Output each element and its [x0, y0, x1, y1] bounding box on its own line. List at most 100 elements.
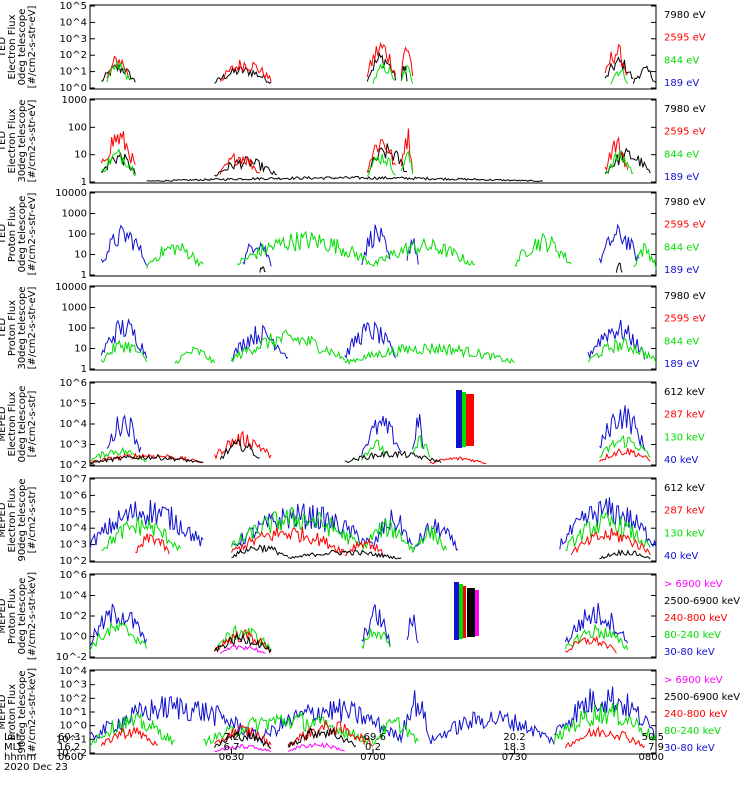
- legend-entry: 844 eV: [664, 242, 699, 253]
- legend-entry: > 6900 keV: [664, 579, 723, 590]
- y-tick-label: 1: [81, 270, 87, 281]
- series-trace: [100, 148, 634, 177]
- y-tick-label: 1000: [62, 95, 87, 106]
- legend-entry: 2595 eV: [664, 127, 706, 138]
- y-axis-label-line: Proton Flux: [7, 300, 18, 356]
- plot-frame: [89, 381, 657, 467]
- y-tick-label: 1: [81, 364, 87, 375]
- x-tick-lat: 60.3: [58, 732, 80, 743]
- y-axis-label-line: 0deg telescope: [17, 578, 28, 655]
- series-trace: [89, 602, 629, 647]
- saturation-bar: [454, 582, 459, 640]
- y-tick-label: 10^2: [60, 556, 87, 567]
- series-trace: [100, 223, 640, 267]
- y-axis-label: TEDProton Flux0deg telescope[#/cm2-s-str…: [0, 193, 38, 276]
- y-tick-label: 100: [68, 122, 87, 133]
- x-tick-hhmm: 0800: [639, 752, 664, 763]
- y-tick-label: 10^-2: [56, 748, 87, 759]
- y-tick-label: 10^2: [60, 611, 87, 622]
- panel-3: 1 10 100 1000 10000 TEDProton Flux0deg telesc…: [0, 188, 706, 281]
- y-axis-label: TEDProton Flux30deg telescope[#/cm2-s-st…: [0, 286, 38, 369]
- panel-7: 10^-2 10^0 10^2 10^4 10^6 MEPEDProton Flux0de…: [0, 570, 740, 663]
- legend-entry: 240-800 keV: [664, 613, 728, 624]
- legend-entry: 844 eV: [664, 149, 699, 160]
- legend-entry: 189 eV: [664, 359, 699, 370]
- y-axis-label-line: MEPED: [0, 694, 8, 729]
- saturation-bar: [463, 586, 466, 638]
- legend-entry: 189 eV: [664, 172, 699, 183]
- y-axis-label-line: 30deg telescope: [17, 286, 28, 369]
- saturation-bar: [475, 590, 479, 636]
- y-tick-label: 10^-1: [56, 734, 87, 745]
- legend-entry: 30-80 keV: [664, 743, 715, 754]
- saturation-bar: [466, 394, 474, 446]
- y-axis-label-line: MEPED: [0, 502, 8, 537]
- y-axis-label-line: [#/cm2-s-str-eV]: [27, 6, 38, 89]
- legend-entry: 287 keV: [664, 506, 705, 517]
- y-tick-label: 10^4: [60, 591, 87, 602]
- y-tick-label: 10^2: [60, 50, 87, 61]
- y-tick-label: 10^0: [60, 721, 87, 732]
- legend-entry: 2595 eV: [664, 220, 706, 231]
- y-tick-label: 10: [74, 150, 87, 161]
- x-tick-mlt: 16.2: [58, 742, 80, 753]
- series-trace: [101, 506, 651, 554]
- y-axis-label-line: [#/cm2-s-str]: [27, 486, 38, 553]
- legend-entry: 2500-6900 keV: [664, 596, 740, 607]
- y-tick-label: 10^5: [60, 1, 87, 12]
- y-axis-label-line: 90deg telescope: [17, 478, 28, 561]
- y-tick-label: 10^3: [60, 540, 87, 551]
- y-tick-label: 100: [68, 229, 87, 240]
- series-trace: [101, 52, 657, 84]
- series-trace: [89, 430, 651, 465]
- series-trace: [100, 317, 646, 362]
- series-trace: [89, 702, 657, 747]
- y-tick-label: 10^3: [60, 440, 87, 451]
- legend-entry: 80-240 keV: [664, 726, 721, 737]
- y-tick-label: 10^5: [60, 507, 87, 518]
- y-tick-label: 10000: [55, 188, 87, 199]
- y-axis-label-line: 0deg telescope: [17, 9, 28, 86]
- y-axis-label: MEPEDElectron Flux90deg telescope[#/cm2-…: [0, 478, 38, 561]
- y-axis-label-line: TED: [0, 131, 8, 152]
- y-axis-label: TEDElectron Flux0deg telescope[#/cm2-s-s…: [0, 6, 38, 89]
- legend-entry: 40 keV: [664, 455, 698, 466]
- series-trace: [89, 435, 651, 463]
- y-tick-label: 10^2: [60, 693, 87, 704]
- y-tick-label: 10: [74, 344, 87, 355]
- y-tick-label: 10^4: [60, 666, 87, 677]
- series-trace: [100, 128, 629, 175]
- legend-entry: 7980 eV: [664, 10, 706, 21]
- plot-frame: [89, 98, 657, 184]
- legend-entry: 2500-6900 keV: [664, 692, 740, 703]
- series-trace: [214, 632, 272, 654]
- x-tick-lat: -69.6: [360, 732, 386, 743]
- y-tick-label: 1: [81, 177, 87, 188]
- y-tick-label: 1000: [62, 209, 87, 220]
- y-tick-label: 10: [74, 250, 87, 261]
- y-tick-label: 10000: [55, 282, 87, 293]
- series-trace: [214, 629, 617, 654]
- saturation-bar: [462, 392, 466, 447]
- x-tick-lat: 50.5: [642, 732, 664, 743]
- y-axis-label-line: Proton Flux: [7, 588, 18, 644]
- y-axis-label-line: Proton Flux: [7, 684, 18, 740]
- y-tick-label: 10^6: [60, 490, 87, 501]
- series-trace: [135, 526, 651, 557]
- panel-8: 10^-2 10^-1 10^0 10^1 10^2 10^3 10^4 MEPEDProto…: [0, 666, 740, 759]
- series-trace: [101, 143, 651, 182]
- y-axis-label-line: Electron Flux: [7, 14, 18, 79]
- saturation-bar: [456, 390, 462, 448]
- y-axis-label-line: Proton Flux: [7, 206, 18, 262]
- series-trace: [106, 60, 629, 85]
- x-tick-lat: 7.2: [224, 732, 240, 743]
- y-tick-label: 10^1: [60, 707, 87, 718]
- y-axis-label: TEDElectron Flux30deg telescope[#/cm2-s-…: [0, 99, 38, 182]
- plot-frame: [89, 4, 657, 90]
- y-axis-label-line: 0deg telescope: [17, 196, 28, 273]
- legend-entry: 7980 eV: [664, 197, 706, 208]
- series-trace: [106, 405, 646, 456]
